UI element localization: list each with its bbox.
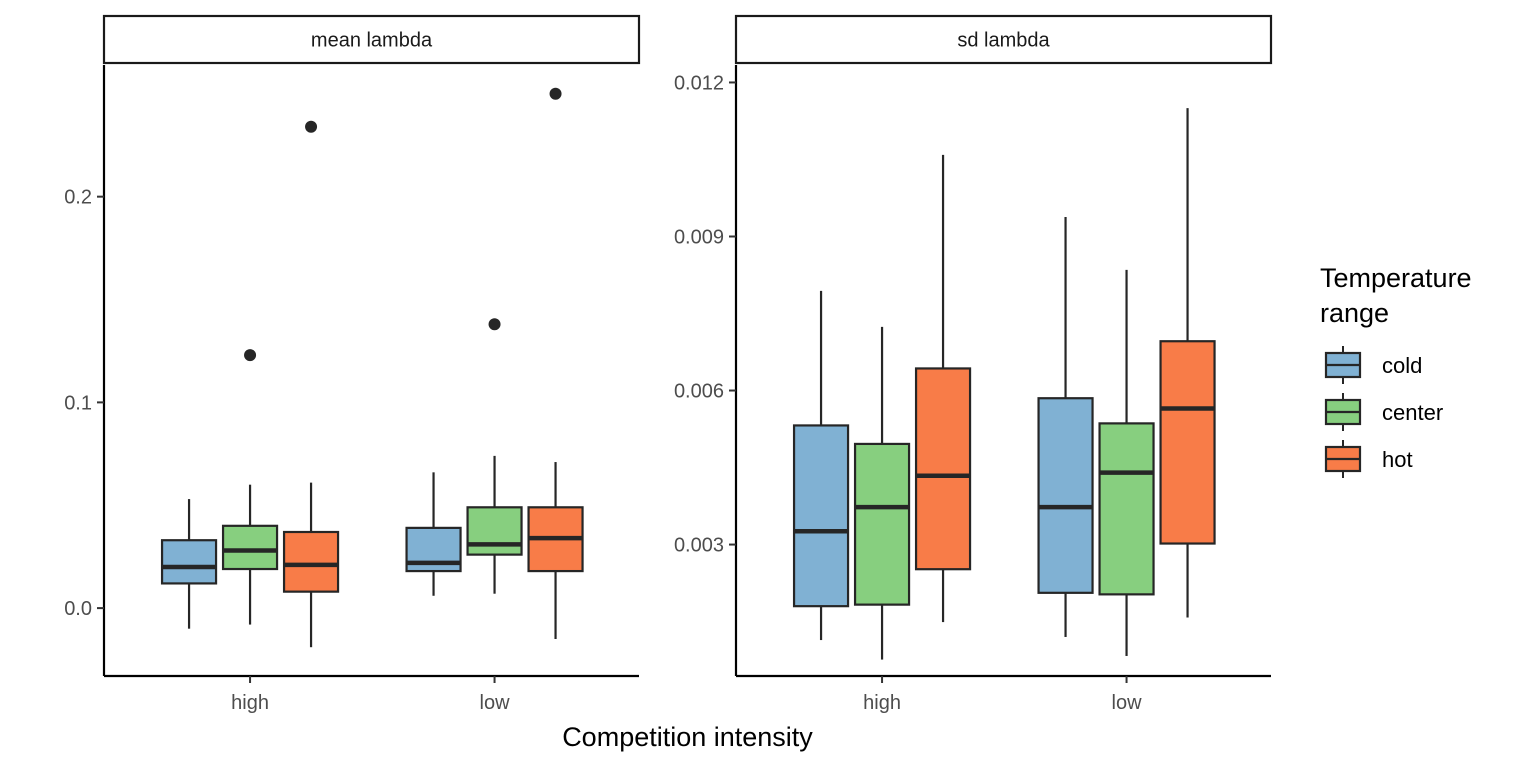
x-tick-label: high	[231, 692, 269, 714]
y-tick-label: 0.006	[674, 381, 724, 403]
y-tick-label: 0.2	[64, 187, 92, 209]
legend-title: range	[1320, 298, 1389, 328]
legend-label: cold	[1382, 353, 1422, 378]
box-cold	[160, 539, 218, 585]
box-center	[221, 524, 279, 571]
y-tick-label: 0.1	[64, 392, 92, 414]
box-center	[1098, 422, 1155, 596]
legend-label: center	[1382, 400, 1443, 425]
box-center	[466, 506, 523, 556]
x-axis-title: Competition intensity	[562, 722, 813, 752]
x-tick-label: low	[480, 692, 511, 714]
y-tick-label: 0.0	[64, 598, 92, 620]
legend-label: hot	[1382, 447, 1413, 472]
facet-strip-label: mean lambda	[311, 30, 433, 52]
outlier-point	[549, 87, 562, 100]
facet-strip-label: sd lambda	[957, 30, 1050, 52]
box-cold	[1037, 397, 1094, 594]
box-hot	[1159, 340, 1216, 545]
box-hot	[914, 367, 972, 571]
outlier-point	[488, 318, 501, 331]
facet-strip	[102, 14, 641, 65]
outlier-point	[305, 120, 318, 133]
box-cold	[792, 424, 850, 608]
box-center	[853, 442, 911, 606]
y-tick-label: 0.009	[674, 226, 724, 248]
y-tick-label: 0.012	[674, 72, 724, 94]
facet-strip	[734, 14, 1273, 65]
legend-title: Temperature	[1320, 263, 1472, 293]
x-tick-label: low	[1112, 692, 1143, 714]
outlier-point	[244, 349, 257, 362]
y-tick-label: 0.003	[674, 535, 724, 557]
x-tick-label: high	[863, 692, 901, 714]
box-hot	[282, 530, 340, 593]
